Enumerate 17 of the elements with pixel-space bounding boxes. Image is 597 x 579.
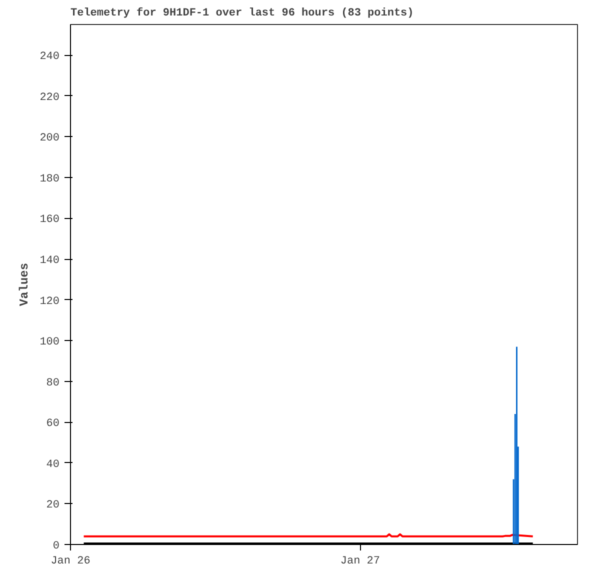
x-tick-label: Jan 26 [50, 556, 90, 568]
y-tick-label: 0 [52, 540, 60, 552]
y-tick-label: 140 [40, 255, 60, 268]
y-tick-label: 160 [40, 214, 60, 226]
y-tick-label: 240 [40, 51, 60, 64]
y-tick-label: 220 [40, 92, 60, 104]
y-tick-label: 180 [40, 173, 60, 186]
y-tick-label: 80 [46, 377, 60, 390]
y-tick-label: 120 [40, 296, 60, 308]
y-tick-label: 100 [40, 336, 60, 349]
y-tick-label: 60 [46, 418, 60, 430]
y-axis-title: Values [18, 262, 32, 306]
x-tick-label: Jan 27 [340, 556, 380, 568]
y-tick-label: 200 [40, 132, 60, 145]
y-tick-label: 20 [46, 500, 60, 512]
y-tick-label: 40 [46, 458, 60, 471]
chart-title: Telemetry for 9H1DF-1 over last 96 hours (83 points) [70, 6, 414, 20]
